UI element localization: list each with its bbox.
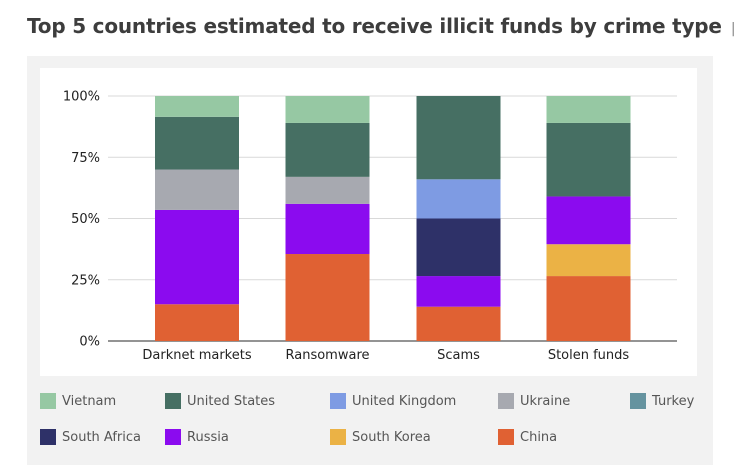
category-labels: Darknet markets Ransomware Scams Stolen fun… bbox=[142, 348, 629, 363]
bar-segment-ukraine bbox=[285, 176, 370, 204]
bar-segment-russia bbox=[155, 209, 239, 305]
bar-segment-vietnam bbox=[546, 96, 631, 123]
bar-segment-china bbox=[285, 254, 370, 341]
y-tick-label: 0% bbox=[79, 335, 100, 350]
category-label: Scams bbox=[437, 348, 480, 363]
bar-segment-vietnam bbox=[155, 96, 239, 117]
bar-segment-united-states bbox=[155, 116, 239, 170]
bar-segment-ukraine bbox=[155, 169, 239, 210]
bar-segment-united-states bbox=[416, 96, 501, 180]
y-tick-label: 100% bbox=[63, 90, 100, 105]
bar-segment-china bbox=[416, 306, 501, 341]
bar-segment-china bbox=[155, 304, 239, 341]
bar-stacks bbox=[155, 96, 631, 341]
y-tick-label: 50% bbox=[71, 212, 100, 227]
bar-segment-russia bbox=[416, 276, 501, 307]
chart-year: | 2020 bbox=[730, 21, 740, 37]
title-row: Top 5 countries estimated to receive ill… bbox=[27, 14, 740, 38]
bar-segment-russia bbox=[546, 196, 631, 245]
bar-segment-south-korea bbox=[546, 244, 631, 277]
bar-segment-vietnam bbox=[285, 96, 370, 123]
bar-segment-china bbox=[546, 276, 631, 341]
bar-segment-russia bbox=[285, 203, 370, 255]
bar-segment-south-africa bbox=[416, 218, 501, 277]
chart-title: Top 5 countries estimated to receive ill… bbox=[27, 14, 722, 38]
category-label: Stolen funds bbox=[548, 348, 630, 363]
bar-segment-united-states bbox=[546, 122, 631, 197]
category-label: Darknet markets bbox=[142, 348, 251, 363]
y-tick-label: 75% bbox=[71, 151, 100, 166]
bar-segment-united-states bbox=[285, 122, 370, 177]
y-tick-label: 25% bbox=[71, 273, 100, 288]
y-tick-labels: 0% 25% 50% 75% 100% bbox=[63, 90, 100, 350]
category-label: Ransomware bbox=[286, 348, 370, 363]
bar-segment-united-kingdom bbox=[416, 179, 501, 219]
